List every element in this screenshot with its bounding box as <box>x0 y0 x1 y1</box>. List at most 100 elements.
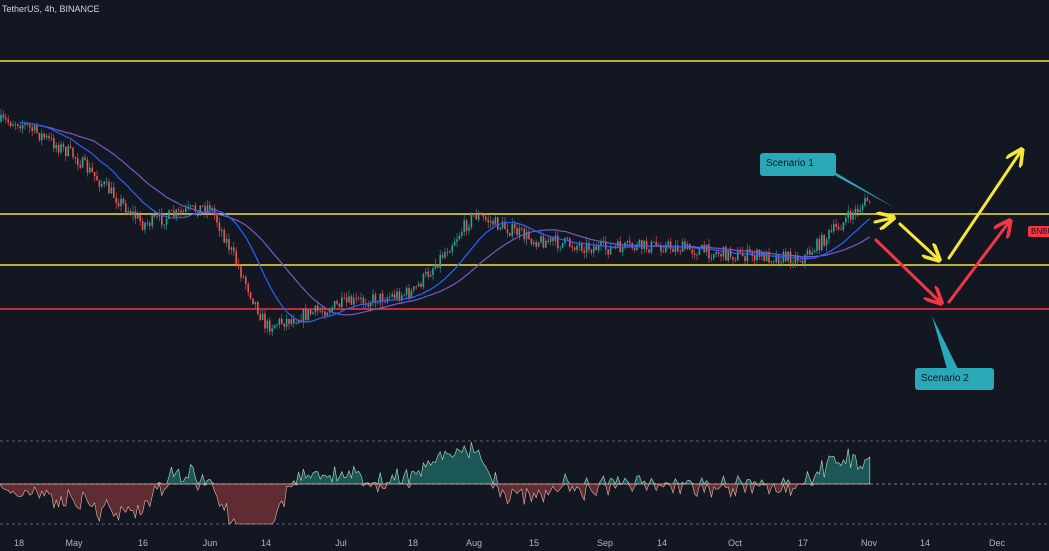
candle-body <box>216 215 218 223</box>
candle-body <box>177 209 180 211</box>
candle-body <box>132 211 134 215</box>
candle-body <box>127 211 129 213</box>
scenario-1-arrows[interactable] <box>873 151 1021 259</box>
candle-body <box>473 213 475 215</box>
candle-body <box>81 157 84 168</box>
candle-body <box>48 135 50 138</box>
candle-body <box>542 235 545 248</box>
candle-body <box>285 319 288 327</box>
candle-body <box>653 241 655 243</box>
candle-body <box>50 137 53 139</box>
candle-body <box>830 230 833 232</box>
candle-body <box>461 232 463 236</box>
candle-body <box>149 223 151 226</box>
candle-body <box>185 208 187 212</box>
candle-body <box>396 291 398 299</box>
candle-body <box>398 291 401 301</box>
candle-body <box>153 214 156 217</box>
candle-body <box>710 258 713 260</box>
candle-body <box>115 197 117 203</box>
candle-body <box>331 307 333 312</box>
candle-body <box>24 123 26 126</box>
candle-body <box>79 164 81 168</box>
candle-body <box>389 296 391 298</box>
candle-body <box>161 213 163 225</box>
scenario-2-callout[interactable]: Scenario 2 <box>915 368 994 390</box>
candle-body <box>698 248 701 255</box>
candle-body <box>297 319 300 324</box>
candle-body <box>583 250 585 253</box>
candle-body <box>384 301 386 303</box>
candle-body <box>36 125 38 133</box>
candle-body <box>465 220 468 231</box>
candle-body <box>12 124 14 127</box>
candle-body <box>809 250 811 255</box>
candle-body <box>295 323 297 325</box>
candle-body <box>57 144 60 153</box>
candle-body <box>463 220 465 233</box>
candle-body <box>633 248 636 251</box>
candle-body <box>840 229 842 231</box>
ma-slow-line <box>39 124 871 316</box>
candle-body <box>72 147 74 158</box>
candle-body <box>209 205 211 210</box>
x-tick-label: 15 <box>529 538 539 548</box>
candle-body <box>569 238 571 247</box>
candle-body <box>677 245 679 252</box>
candle-body <box>170 210 173 212</box>
candle-body <box>237 263 240 267</box>
candle-body <box>113 187 115 198</box>
candle-body <box>775 254 777 263</box>
candle-body <box>857 208 859 213</box>
candle-body <box>139 214 141 222</box>
candle-body <box>655 241 657 247</box>
candle-body <box>369 302 372 307</box>
candle-body <box>439 254 441 268</box>
candle-body <box>163 224 165 226</box>
price-tag[interactable]: BNBU <box>1028 226 1049 237</box>
candle-body <box>451 245 453 252</box>
candle-body <box>758 249 761 257</box>
candle-body <box>38 132 41 141</box>
candle-body <box>302 309 305 323</box>
candle-body <box>525 231 528 240</box>
candle-body <box>91 167 93 173</box>
candle-body <box>581 244 583 251</box>
candle-body <box>269 320 271 332</box>
candle-body <box>211 208 213 210</box>
candle-body <box>343 297 345 299</box>
candle-body <box>5 117 7 120</box>
candle-body <box>453 242 456 246</box>
candle-body <box>293 318 295 324</box>
candle-body <box>125 203 127 213</box>
candle-body <box>547 240 549 242</box>
candle-body <box>264 313 266 329</box>
candle-body <box>417 283 420 287</box>
scenario-1-callout[interactable]: Scenario 1 <box>760 153 836 176</box>
candle-body <box>614 246 617 248</box>
candle-body <box>86 159 89 173</box>
candle-body <box>489 221 492 223</box>
candle-body <box>357 298 360 300</box>
candle-body <box>84 157 86 160</box>
candle-body <box>415 286 417 288</box>
scenario-2-label: Scenario 2 <box>921 373 969 384</box>
candle-body <box>554 235 557 242</box>
candle-body <box>367 304 369 307</box>
candle-body <box>638 240 641 245</box>
candle-body <box>401 295 403 301</box>
candle-body <box>573 247 576 250</box>
scenario-2-arrows[interactable] <box>874 222 1009 302</box>
candle-body <box>552 237 554 242</box>
candle-body <box>557 235 559 249</box>
candle-body <box>641 240 643 249</box>
candle-body <box>501 221 504 228</box>
candle-body <box>504 221 506 230</box>
candle-body <box>326 312 329 316</box>
candle-body <box>245 276 247 284</box>
candle-body <box>545 240 547 248</box>
candle-body <box>770 261 773 263</box>
candle-body <box>619 241 621 253</box>
candle-body <box>182 211 185 213</box>
